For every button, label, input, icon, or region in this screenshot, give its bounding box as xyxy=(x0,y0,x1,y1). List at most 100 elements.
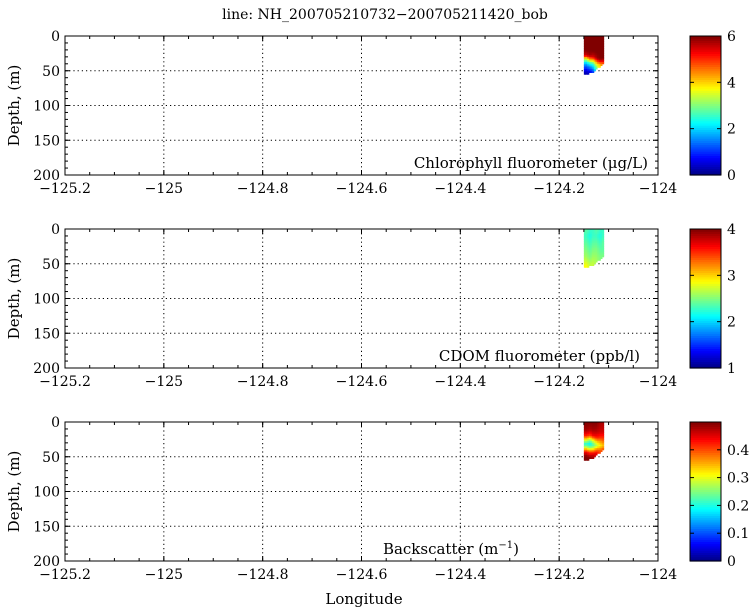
heatmap-cell xyxy=(601,441,605,444)
heatmap-cell xyxy=(593,455,596,458)
colorbar-step xyxy=(690,140,721,144)
heatmap-cell xyxy=(601,230,605,233)
heatmap-cell xyxy=(601,42,605,46)
heatmap-cell xyxy=(585,70,588,73)
colorbar-step xyxy=(690,116,721,120)
heatmap-cell xyxy=(588,239,591,242)
heatmap-cell xyxy=(598,434,601,437)
heatmap-cell xyxy=(595,425,598,428)
heatmap-cell xyxy=(583,62,587,65)
heatmap-cell xyxy=(583,44,587,47)
heatmap-cell xyxy=(583,239,587,242)
colorbar-tick-label: 2 xyxy=(727,315,736,331)
heatmap-cell xyxy=(585,249,588,253)
heatmap-cell xyxy=(593,428,596,432)
heatmap-cell xyxy=(585,256,588,260)
heatmap-cell xyxy=(585,451,588,454)
heatmap-cell xyxy=(597,229,600,232)
colorbar-frame xyxy=(689,421,722,562)
heatmap-cell xyxy=(592,263,595,266)
colorbar-step xyxy=(690,252,721,256)
heatmap-cell xyxy=(585,427,588,430)
heatmap-cell xyxy=(587,255,590,258)
heatmap-cell xyxy=(595,441,598,444)
heatmap-cell xyxy=(592,430,595,433)
heatmap-cell xyxy=(595,427,598,430)
heatmap-cell xyxy=(598,65,601,68)
colorbar-step xyxy=(690,476,721,480)
colorbar-step xyxy=(690,346,721,350)
heatmap-cell xyxy=(590,244,593,247)
heatmap-cell xyxy=(595,249,598,253)
heatmap-cell xyxy=(595,53,598,56)
heatmap-cell xyxy=(583,36,587,39)
heatmap-cell xyxy=(593,253,596,256)
heatmap-cell xyxy=(598,448,601,451)
colorbar-step xyxy=(690,361,721,365)
heatmap-cell xyxy=(587,253,590,256)
y-tick-label: 200 xyxy=(33,361,60,377)
y-tick-label: 0 xyxy=(51,415,60,431)
heatmap-cell xyxy=(598,435,601,439)
colorbar-step xyxy=(690,46,721,50)
heatmap-cell xyxy=(590,42,593,46)
heatmap-cell xyxy=(592,234,595,237)
colorbar-step xyxy=(690,237,721,241)
colorbar-step xyxy=(690,461,721,464)
colorbar-step xyxy=(690,478,721,482)
heatmap-cell xyxy=(592,258,595,261)
heatmap-cell xyxy=(593,434,596,437)
heatmap-cell xyxy=(597,451,600,454)
heatmap-cell xyxy=(592,70,595,73)
heatmap-cell xyxy=(590,69,593,72)
heatmap-cell xyxy=(593,48,596,51)
colorbar-step xyxy=(690,83,721,87)
colorbar-step xyxy=(690,161,721,165)
heatmap-cell xyxy=(587,455,590,458)
heatmap-cell xyxy=(587,41,590,44)
heatmap-cell xyxy=(590,56,593,60)
colorbar-tick-label: 4 xyxy=(727,75,736,91)
heatmap-cell xyxy=(583,53,587,56)
heatmap-cell xyxy=(597,235,600,239)
panel-annotation: Chlorophyll fluorometer (μg/L) xyxy=(414,154,648,172)
heatmap-cell xyxy=(592,235,595,239)
heatmap-cell xyxy=(600,244,603,247)
heatmap-cell xyxy=(593,251,596,254)
heatmap-cell xyxy=(590,70,593,73)
panel-annotation: CDOM fluorometer (ppb/l) xyxy=(439,347,640,365)
colorbar-step xyxy=(690,242,721,245)
heatmap-cell xyxy=(593,63,596,67)
heatmap-cell xyxy=(583,253,587,256)
heatmap-cell xyxy=(590,423,593,426)
heatmap-cell xyxy=(598,41,601,44)
heatmap-cell xyxy=(593,260,596,263)
heatmap-cell xyxy=(585,455,588,458)
heatmap-cell xyxy=(597,51,600,54)
heatmap-cell xyxy=(595,58,598,61)
heatmap-cell xyxy=(588,232,591,235)
heatmap-cell xyxy=(588,248,591,251)
heatmap-cell xyxy=(590,58,593,61)
colorbar-tick-label: 0.2 xyxy=(727,498,749,514)
heatmap-cell xyxy=(593,234,596,237)
heatmap-cell xyxy=(595,449,598,453)
heatmap-cell xyxy=(598,256,601,260)
heatmap-cell xyxy=(585,430,588,433)
heatmap-cell xyxy=(593,246,596,249)
heatmap-cell xyxy=(587,446,590,449)
heatmap-cell xyxy=(600,249,603,253)
heatmap-cell xyxy=(588,263,591,266)
heatmap-cell xyxy=(601,46,605,49)
heatmap-cells xyxy=(583,36,605,75)
heatmap-cell xyxy=(601,44,605,47)
heatmap-cell xyxy=(597,65,600,68)
heatmap-cell xyxy=(601,435,605,439)
heatmap-cell xyxy=(588,430,591,433)
heatmap-cell xyxy=(590,449,593,453)
heatmap-cell xyxy=(593,55,596,58)
heatmap-cell xyxy=(597,46,600,49)
colorbar-step xyxy=(690,515,721,519)
heatmap-cell xyxy=(592,39,595,42)
heatmap-cell xyxy=(597,49,600,53)
